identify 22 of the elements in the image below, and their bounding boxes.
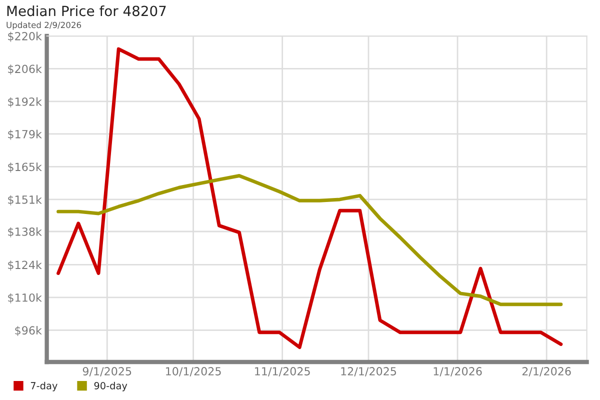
chart-title: Median Price for 48207 [7, 5, 166, 16]
line-series [56, 174, 563, 306]
y-tick-label: $206k [8, 64, 42, 75]
legend-label: 90-day [94, 382, 128, 392]
x-tick-label: 10/1/2025 [166, 367, 221, 376]
chart-subtitle: Updated 2/9/2026 [6, 22, 82, 30]
y-tick-label: $179k [8, 130, 42, 140]
y-tick-label: $138k [8, 227, 42, 238]
x-tick-label: 2/1/2026 [522, 367, 571, 376]
x-tick-label: 9/1/2025 [82, 367, 132, 376]
y-tick-label: $192k [8, 97, 42, 108]
y-tick-label: $165k [8, 162, 42, 173]
y-tick-label: $96k [15, 326, 42, 336]
x-tick-label: 1/1/2026 [434, 367, 482, 376]
y-tick-label: $110k [8, 293, 42, 304]
legend-label: 7-day [30, 382, 58, 392]
y-tick-label: $124k [8, 260, 42, 271]
y-tick-label: $151k [8, 195, 42, 206]
x-tick-label: 11/1/2025 [255, 367, 310, 376]
y-tick-label: $220k [8, 32, 42, 42]
x-tick-label: 12/1/2025 [341, 367, 396, 376]
line-series [56, 47, 563, 350]
